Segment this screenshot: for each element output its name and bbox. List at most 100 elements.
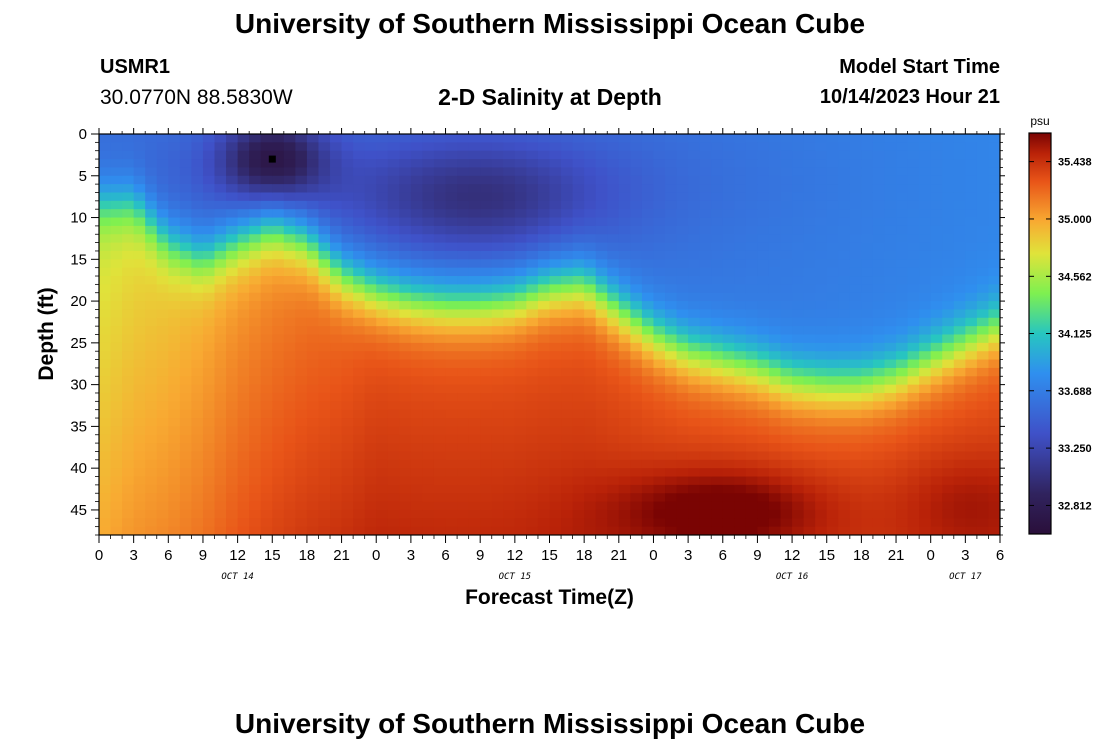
heatmap-cell <box>665 409 678 419</box>
heatmap-cell <box>537 267 551 277</box>
heatmap-cell <box>283 334 296 344</box>
heatmap-cell <box>457 359 470 369</box>
heatmap-cell <box>514 401 527 411</box>
heatmap-cell <box>526 200 539 210</box>
heatmap-cell <box>641 301 655 311</box>
heatmap-cell <box>145 451 158 461</box>
heatmap-cell <box>364 334 377 344</box>
heatmap-cell <box>641 192 655 202</box>
heatmap-cell <box>318 526 331 535</box>
heatmap-cell <box>318 317 331 327</box>
heatmap-cell <box>884 501 897 511</box>
heatmap-cell <box>445 301 458 311</box>
heatmap-cell <box>272 509 285 519</box>
heatmap-cell <box>792 242 805 252</box>
heatmap-cell <box>826 234 839 244</box>
heatmap-cell <box>988 468 1000 478</box>
heatmap-cell <box>341 301 354 311</box>
heatmap-cell <box>884 309 897 319</box>
heatmap-cell <box>110 259 123 269</box>
heatmap-cell <box>653 292 666 302</box>
heatmap-cell <box>919 443 932 453</box>
heatmap-cell <box>688 200 701 210</box>
heatmap-cell <box>630 175 643 185</box>
heatmap-cell <box>607 209 620 219</box>
heatmap-cell <box>341 484 354 494</box>
heatmap-cell <box>491 351 504 361</box>
heatmap-cell <box>422 468 435 478</box>
heatmap-cell <box>630 392 643 402</box>
heatmap-cell <box>480 317 493 327</box>
heatmap-cell <box>318 134 331 143</box>
heatmap-cell <box>665 309 678 319</box>
heatmap-cell <box>630 150 643 160</box>
heatmap-cell <box>803 225 816 235</box>
heatmap-cell <box>468 501 481 511</box>
heatmap-cell <box>156 217 169 227</box>
heatmap-cell <box>376 225 389 235</box>
heatmap-cell <box>919 501 932 511</box>
heatmap-cell <box>665 150 678 160</box>
heatmap-cell <box>745 292 759 302</box>
heatmap-cell <box>295 301 308 311</box>
heatmap-cell <box>480 250 493 260</box>
heatmap-cell <box>838 167 851 177</box>
heatmap-cell <box>965 259 978 269</box>
heatmap-cell <box>653 225 666 235</box>
heatmap-cell <box>942 384 955 394</box>
heatmap-cell <box>214 225 227 235</box>
heatmap-cell <box>445 284 458 294</box>
heatmap-cell <box>341 351 354 361</box>
heatmap-cell <box>884 443 897 453</box>
heatmap-cell <box>745 159 759 169</box>
heatmap-cell <box>641 217 655 227</box>
heatmap-cell <box>607 409 620 419</box>
heatmap-cell <box>249 351 262 361</box>
heatmap-cell <box>803 468 816 478</box>
heatmap-cell <box>780 434 793 444</box>
heatmap-cell <box>607 426 620 436</box>
heatmap-cell <box>896 334 909 344</box>
heatmap-cell <box>145 518 158 528</box>
heatmap-cell <box>376 351 389 361</box>
heatmap-cell <box>410 518 424 528</box>
heatmap-cell <box>133 209 146 219</box>
heatmap-cell <box>815 184 828 194</box>
heatmap-cell <box>780 167 793 177</box>
heatmap-cell <box>618 451 631 461</box>
heatmap-cell <box>653 509 666 519</box>
heatmap-cell <box>214 292 227 302</box>
heatmap-cell <box>202 526 216 535</box>
heatmap-cell <box>514 468 527 478</box>
heatmap-cell <box>156 509 169 519</box>
heatmap-cell <box>953 526 966 535</box>
heatmap-cell <box>965 409 978 419</box>
heatmap-cell <box>953 351 966 361</box>
heatmap-cell <box>468 184 481 194</box>
heatmap-cell <box>953 234 966 244</box>
heatmap-cell <box>399 167 412 177</box>
heatmap-cell <box>630 284 643 294</box>
heatmap-cell <box>272 150 285 160</box>
heatmap-cell <box>919 384 932 394</box>
heatmap-cell <box>561 334 574 344</box>
heatmap-cell <box>849 225 862 235</box>
heatmap-cell <box>653 150 666 160</box>
y-tick-label: 30 <box>70 377 87 394</box>
heatmap-cell <box>688 351 701 361</box>
heatmap-cell <box>907 267 920 277</box>
heatmap-cell <box>295 401 308 411</box>
heatmap-cell <box>422 301 435 311</box>
heatmap-cell <box>942 434 955 444</box>
heatmap-cell <box>353 468 366 478</box>
heatmap-cell <box>537 484 551 494</box>
heatmap-cell <box>191 418 204 427</box>
heatmap-cell <box>572 384 585 394</box>
heatmap-cell <box>445 292 458 302</box>
heatmap-cell <box>653 401 666 411</box>
heatmap-cell <box>976 284 990 294</box>
x-tick-label: 15 <box>264 547 281 564</box>
heatmap-cell <box>306 217 320 227</box>
heatmap-cell <box>907 284 920 294</box>
heatmap-cell <box>826 284 839 294</box>
